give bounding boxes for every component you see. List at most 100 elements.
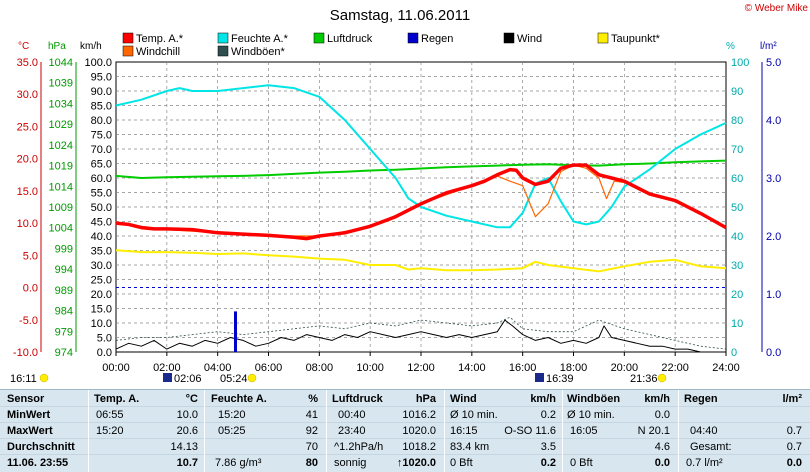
weather-chart: Samstag, 11.06.2011 © Weber Mike Temp. A… [10, 3, 809, 385]
temp-unit-header: °C [185, 393, 198, 405]
gust-header: Windböen [567, 393, 621, 405]
legend-swatch-wind [503, 32, 515, 44]
humidity-tick-label: 70 [731, 144, 743, 156]
rain-max-time: 04:40 [690, 425, 718, 437]
humidity-tick-label: 60 [731, 173, 743, 185]
rain-tick-label: 4.0 [766, 115, 781, 127]
wind-avg-value: 3.5 [540, 441, 556, 453]
marker-time-label: 16:39 [546, 373, 574, 385]
pressure-tick-label: 1024 [49, 140, 73, 152]
weather-forecast: sonnig [334, 457, 367, 469]
pressure-tick-label: 1004 [49, 223, 73, 235]
pressure-max-value: 1020.0 [402, 425, 436, 437]
temp-tick-label: -10.0 [13, 347, 38, 359]
temp-avg-value: 14.13 [170, 441, 198, 453]
x-tick-label: 04:00 [204, 362, 232, 374]
pressure-trend: ^1.2hPa/h [334, 441, 384, 453]
sun-moon-markers: 16:11 02:06 05:24 16:39 21:36 [10, 373, 667, 385]
humidity-tick-label: 40 [731, 231, 743, 243]
humidity-min-time: 15:20 [218, 409, 246, 421]
rain-tick-label: 5.0 [766, 57, 781, 69]
wind-tick-label: 90.0 [91, 86, 112, 98]
chart-legend: Temp. A.* Feuchte A.* Luftdruck Regen Wind Ta… [122, 32, 661, 58]
sun-icon [657, 373, 667, 383]
wind-axis-unit: km/h [80, 41, 102, 52]
temp-max-value: 20.6 [176, 425, 198, 437]
pressure-min-time: 00:40 [338, 409, 366, 421]
temp-current-value: 10.7 [176, 457, 198, 469]
temp-tick-label: 10.0 [17, 218, 38, 230]
marker-time-label: 16:11 [10, 373, 37, 385]
temp-min-time: 06:55 [96, 409, 124, 421]
legend-label-taupunkt: Taupunkt* [611, 33, 661, 45]
x-tick-label: 02:00 [153, 362, 181, 374]
temp-tick-label: 20.0 [17, 154, 38, 166]
humidity-header: Feuchte A. [211, 393, 267, 405]
temp-tick-label: -5.0 [19, 315, 38, 327]
wind-run: 83.4 km [450, 441, 490, 453]
humidity-avg-value: 70 [305, 441, 318, 453]
credit-label: © Weber Mike [745, 3, 809, 14]
wind-tick-label: 5.0 [97, 333, 112, 345]
statistics-table: Sensor Temp. A. °C Feuchte A. % Luftdruc… [0, 389, 810, 472]
pressure-tick-label: 989 [55, 285, 73, 297]
pressure-unit-header: hPa [415, 393, 436, 405]
pressure-tick-label: 1014 [49, 181, 73, 193]
rain-current-value: 0.0 [786, 457, 802, 469]
wind-unit-header: km/h [530, 393, 556, 405]
pressure-tick-label: 999 [55, 243, 73, 255]
wind-avg10-value: 0.2 [540, 409, 556, 421]
pressure-tick-label: 1034 [49, 98, 73, 110]
wind-max-time: 16:15 [450, 425, 478, 437]
pressure-tick-label: 1044 [49, 57, 73, 69]
pressure-current-value: ↑1020.0 [396, 457, 436, 469]
wind-tick-label: 55.0 [91, 188, 112, 200]
wind-tick-label: 20.0 [91, 289, 112, 301]
avg-row-label: Durchschnitt [7, 441, 75, 453]
humidity-max-time: 05:25 [218, 425, 246, 437]
x-tick-label: 12:00 [407, 362, 435, 374]
x-tick-label: 22:00 [661, 362, 689, 374]
humidity-tick-label: 50 [731, 202, 743, 214]
humidity-tick-label: 90 [731, 86, 743, 98]
pressure-avg-value: 1018.2 [402, 441, 436, 453]
marker-time-label: 05:24 [220, 373, 248, 385]
temp-min-value: 10.0 [176, 409, 198, 421]
rain-amount: 0.7 l/m² [686, 457, 723, 469]
pressure-tick-label: 994 [55, 264, 73, 276]
sun-icon [247, 373, 257, 383]
rain-axis-unit: l/m² [760, 41, 777, 52]
temp-tick-label: 35.0 [17, 57, 38, 69]
pressure-max-time: 23:40 [338, 425, 366, 437]
wind-tick-label: 35.0 [91, 246, 112, 258]
chart-title: Samstag, 11.06.2011 [330, 7, 470, 24]
moon-icon [163, 373, 172, 382]
temp-max-time: 15:20 [96, 425, 124, 437]
legend-swatch-temp-a [122, 32, 134, 44]
rain-tick-label: 1.0 [766, 289, 781, 301]
pressure-tick-label: 1019 [49, 161, 73, 173]
wind-tick-label: 40.0 [91, 231, 112, 243]
x-tick-label: 24:00 [712, 362, 740, 374]
sun-icon [39, 373, 49, 383]
wind-tick-label: 65.0 [91, 159, 112, 171]
pressure-tick-label: 1039 [49, 78, 73, 90]
x-tick-label: 00:00 [102, 362, 130, 374]
legend-label-temp-a: Temp. A.* [136, 33, 184, 45]
legend-label-windb-en: Windböen* [231, 46, 286, 58]
gust-max-time: 16:05 [570, 425, 598, 437]
wind-header: Wind [450, 393, 477, 405]
legend-swatch-windchill [122, 45, 134, 57]
legend-label-wind: Wind [517, 33, 542, 45]
gust-beaufort: 0 Bft [570, 457, 593, 469]
legend-swatch-feuchte-a [217, 32, 229, 44]
wind-tick-label: 45.0 [91, 217, 112, 229]
x-tick-label: 10:00 [356, 362, 384, 374]
marker-time-label: 02:06 [174, 373, 202, 385]
wind-tick-label: 70.0 [91, 144, 112, 156]
humidity-unit-header: % [308, 393, 318, 405]
wind-beaufort: 0 Bft [450, 457, 473, 469]
x-tick-label: 20:00 [611, 362, 639, 374]
current-row-label: 11.06. 23:55 [7, 457, 69, 469]
